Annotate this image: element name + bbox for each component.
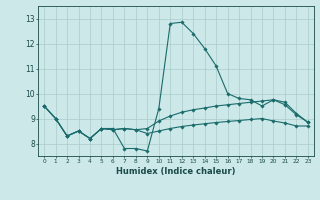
X-axis label: Humidex (Indice chaleur): Humidex (Indice chaleur) bbox=[116, 167, 236, 176]
